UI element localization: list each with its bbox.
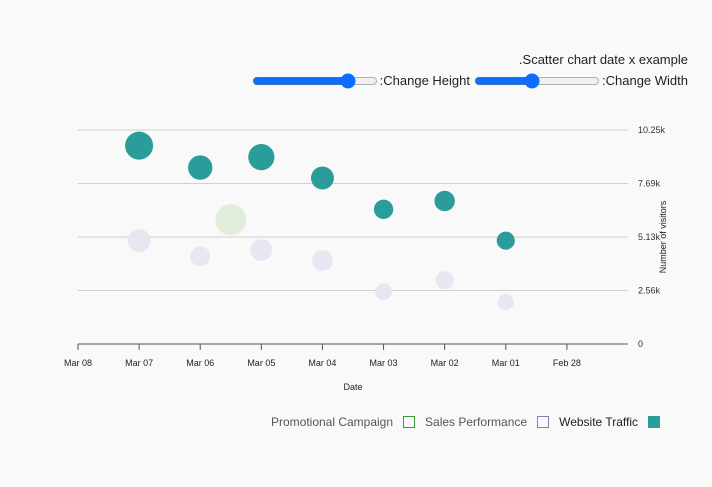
chart-controls: :Change Height :Change Width — [251, 73, 688, 88]
data-point-website-traffic — [496, 231, 515, 250]
data-point-sales-performance — [375, 283, 392, 301]
data-point-sales-performance — [250, 239, 273, 261]
x-tick-label: Mar 08 — [64, 358, 92, 368]
x-tick-label: Mar 02 — [431, 358, 459, 368]
chart-title: .Scatter chart date x example — [518, 52, 688, 67]
data-point-sales-performance — [190, 246, 211, 267]
x-axis-title: Date — [343, 382, 362, 392]
data-point-website-traffic — [434, 190, 455, 212]
legend-item-promotional-campaign[interactable]: Promotional Campaign — [270, 415, 416, 429]
width-label: :Change Width — [602, 73, 688, 88]
chart-header: .Scatter chart date x example :Change He… — [251, 52, 688, 88]
legend-label: Promotional Campaign — [270, 415, 394, 429]
y-tick-label: 0 — [638, 339, 643, 349]
x-tick-label: Feb 28 — [553, 358, 581, 368]
y-tick-label: 2.56k — [638, 285, 661, 295]
data-point-website-traffic — [248, 144, 275, 171]
legend-label: Sales Performance — [425, 415, 528, 429]
promo-square-icon — [403, 416, 416, 428]
height-control: :Change Height — [251, 73, 470, 88]
width-slider[interactable] — [474, 73, 600, 88]
x-tick-label: Mar 04 — [308, 358, 336, 368]
sales-square-icon — [537, 416, 550, 428]
width-control: :Change Width — [474, 73, 688, 88]
legend-item-website-traffic[interactable]: Website Traffic — [559, 415, 660, 429]
height-slider[interactable] — [251, 73, 378, 88]
data-point-sales-performance — [127, 229, 151, 253]
y-tick-label: 7.69k — [638, 178, 661, 188]
data-point-website-traffic — [310, 166, 334, 190]
website-square-icon — [648, 416, 660, 428]
legend-label: Website Traffic — [559, 415, 638, 429]
y-tick-label: 10.25k — [638, 125, 666, 135]
legend-item-sales-performance[interactable]: Sales Performance — [425, 415, 550, 429]
data-point-website-traffic — [125, 131, 154, 160]
data-point-sales-performance — [435, 271, 454, 290]
data-point-sales-performance — [312, 250, 333, 271]
y-tick-label: 5.13k — [638, 232, 661, 242]
data-point-website-traffic — [373, 199, 394, 220]
x-tick-label: Mar 06 — [186, 358, 214, 368]
chart-legend: Promotional Campaign Sales Performance W… — [261, 415, 660, 429]
data-point-website-traffic — [188, 155, 213, 180]
x-tick-label: Mar 03 — [370, 358, 398, 368]
x-tick-label: Mar 01 — [492, 358, 520, 368]
height-label: :Change Height — [379, 73, 470, 88]
data-point-sales-performance — [497, 294, 514, 311]
x-tick-label: Mar 07 — [125, 358, 153, 368]
x-tick-label: Mar 05 — [247, 358, 275, 368]
data-point-promotional-campaign — [215, 204, 247, 236]
y-axis-title: Number of visitors — [658, 200, 668, 273]
